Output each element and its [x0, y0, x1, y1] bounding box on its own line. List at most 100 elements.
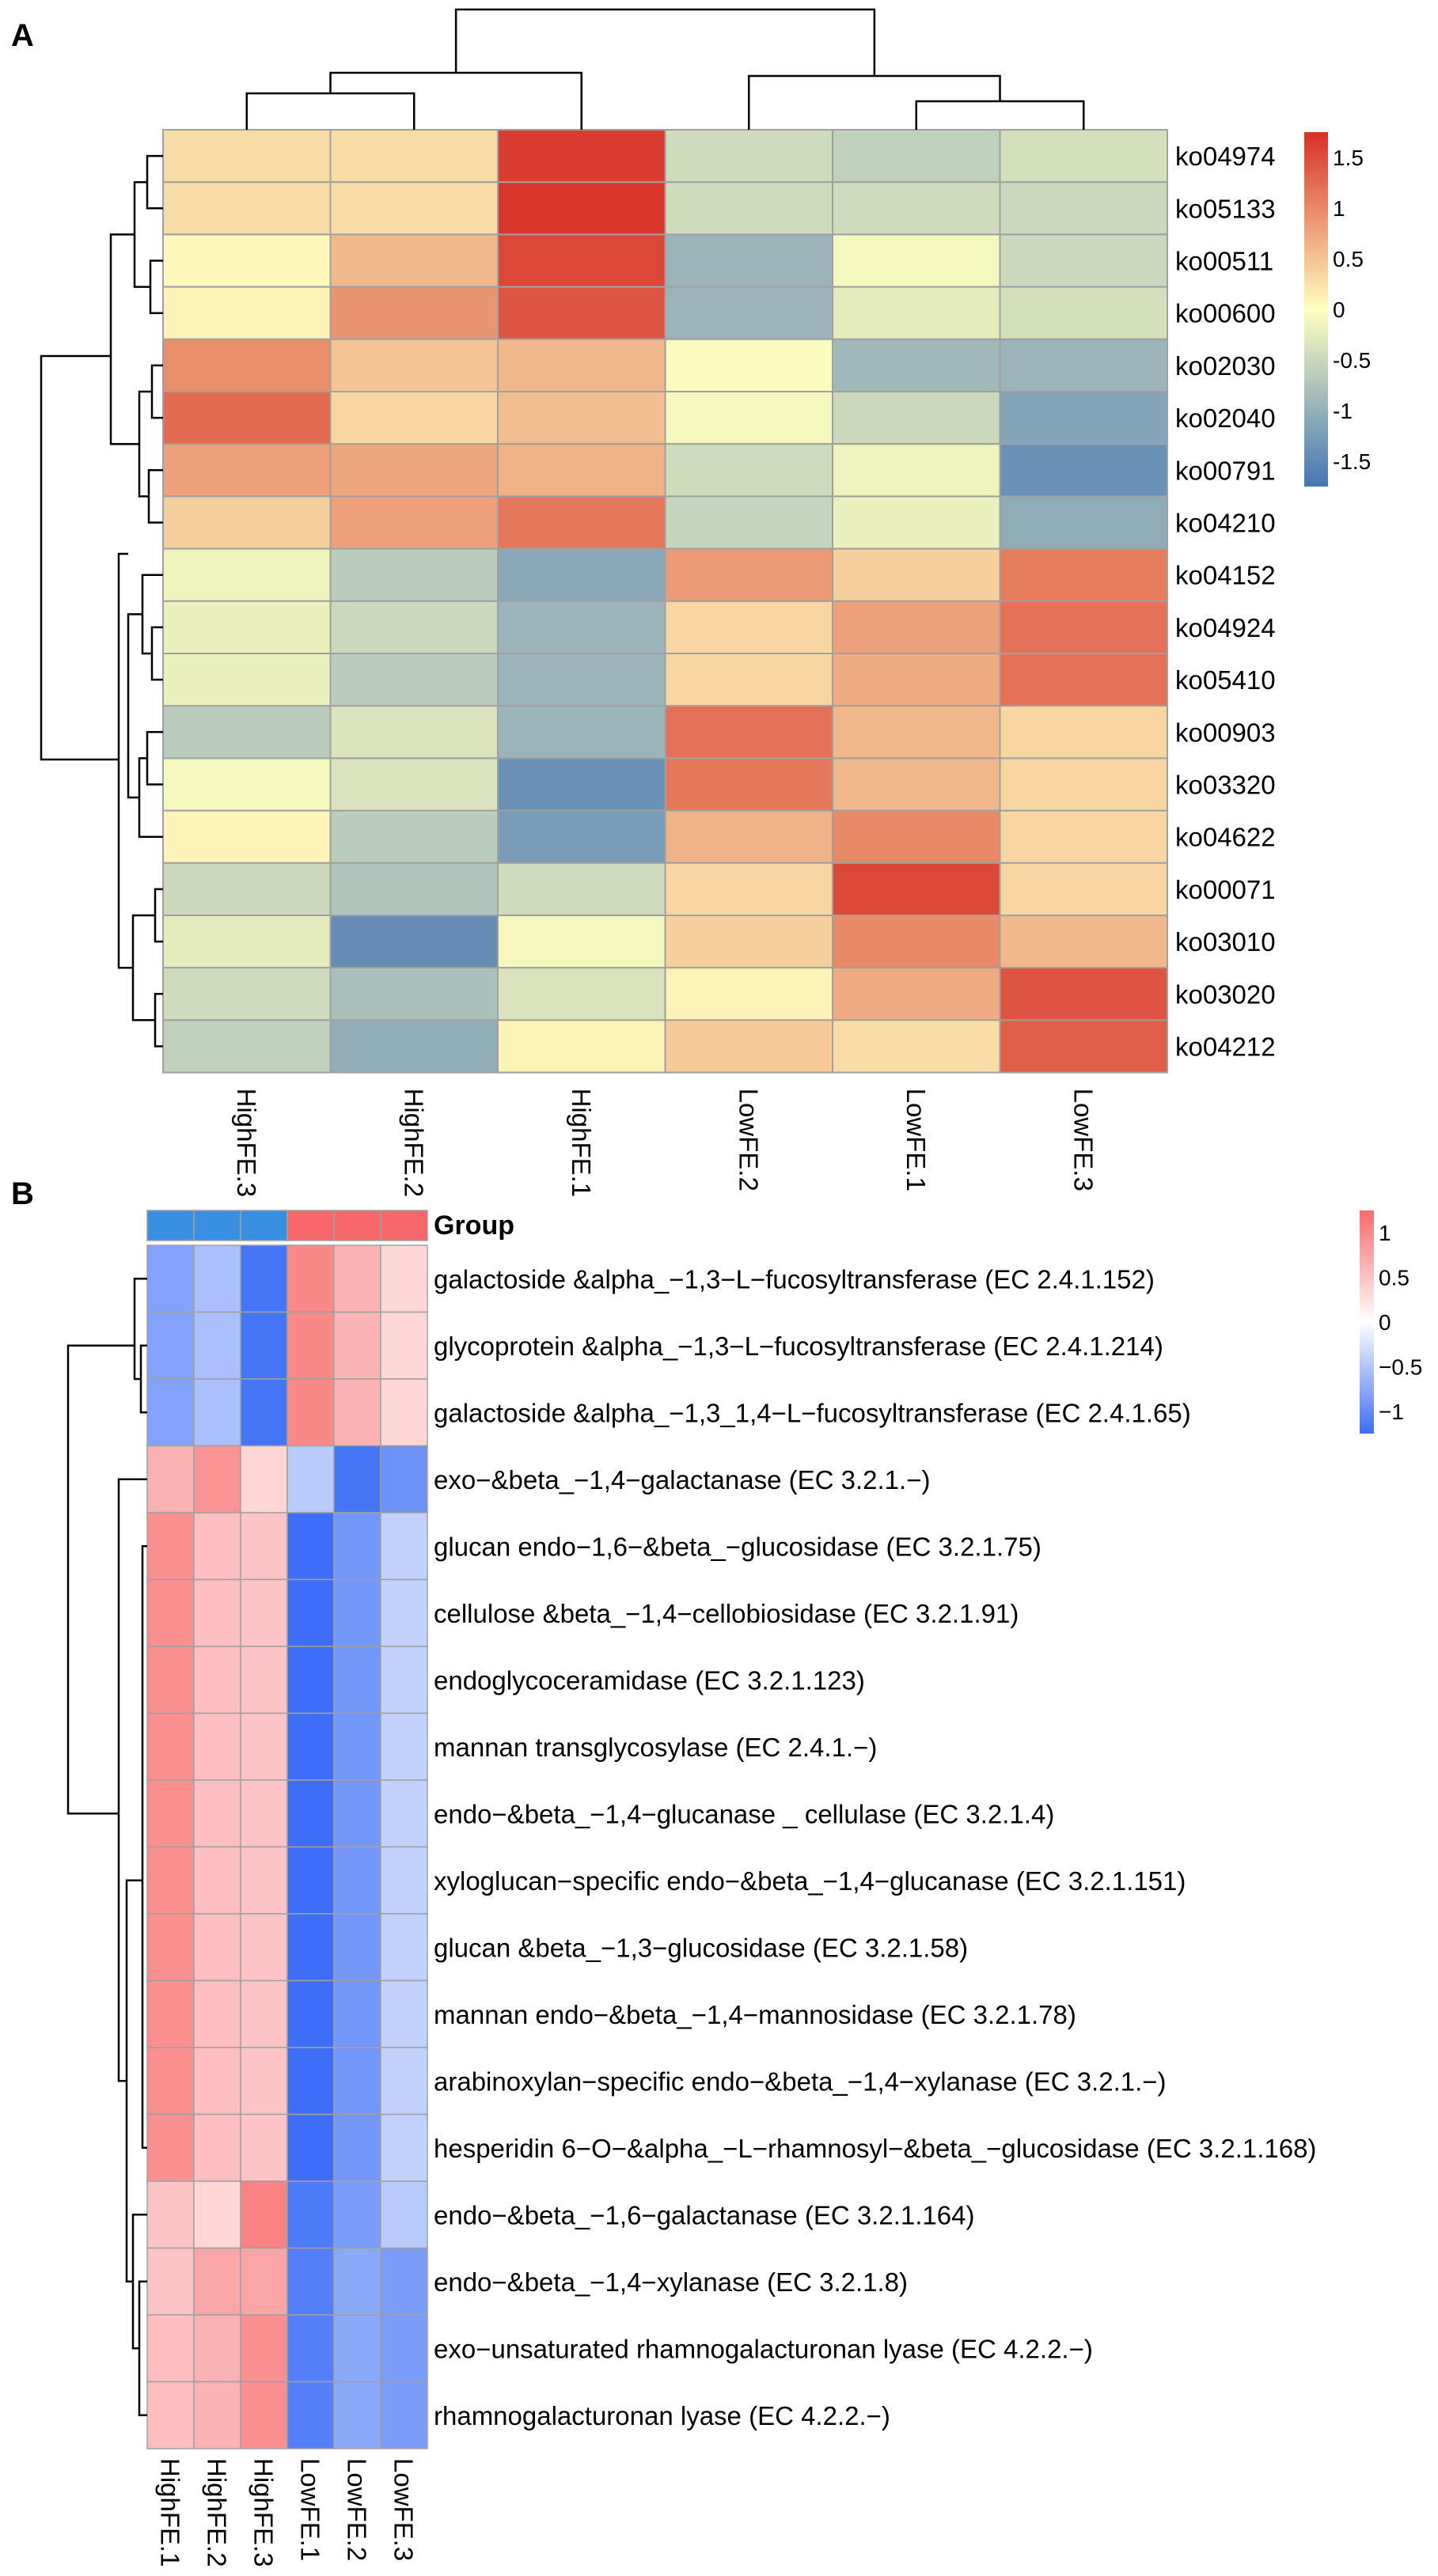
- cell-a-ko04622-HighFE.2: [329, 809, 499, 864]
- cell-a-ko02030-LowFE.1: [832, 338, 1001, 392]
- cell-b-r3-LowFE.2: [333, 1445, 381, 1513]
- cell-a-ko04974-HighFE.1: [497, 129, 666, 184]
- cell-a-ko00600-HighFE.3: [162, 286, 332, 340]
- cell-b-r3-HighFE.1: [146, 1445, 195, 1513]
- cell-b-r3-HighFE.3: [240, 1445, 288, 1513]
- cell-b-r13-LowFE.2: [333, 2113, 381, 2182]
- cell-a-ko00071-LowFE.2: [664, 862, 833, 917]
- row-label-ko00071: ko00071: [1175, 875, 1276, 904]
- enzyme-label: arabinoxylan−specific endo−&beta_−1,4−xy…: [434, 2066, 1167, 2096]
- enzyme-label: exo−unsaturated rhamnogalacturonan lyase…: [434, 2334, 1093, 2363]
- enzyme-label: glucan endo−1,6−&beta_−glucosidase (EC 3…: [434, 1532, 1042, 1561]
- row-dendro-b-branch: [138, 2280, 147, 2416]
- row-label-ko04622: ko04622: [1175, 823, 1276, 852]
- cell-b-r11-HighFE.3: [240, 1979, 288, 2048]
- col-label-LowFE.3: LowFE.3: [1068, 1089, 1098, 1191]
- cell-a-ko00903-HighFE.3: [162, 705, 332, 760]
- legend-b: 1 0.5 0 −0.5 −1: [1360, 1210, 1422, 1434]
- enzyme-label: glucan &beta_−1,3−glucosidase (EC 3.2.1.…: [434, 1933, 968, 1962]
- cell-b-r13-HighFE.1: [146, 2113, 195, 2182]
- cell-a-ko04974-LowFE.1: [832, 129, 1001, 184]
- cell-a-ko04622-LowFE.2: [664, 809, 833, 864]
- col-label-HighFE.1: HighFE.1: [567, 1089, 596, 1198]
- cell-a-ko05410-HighFE.1: [497, 653, 666, 707]
- cell-a-ko04210-HighFE.3: [162, 495, 332, 550]
- cell-b-r1-HighFE.1: [146, 1311, 195, 1380]
- cell-b-r10-LowFE.3: [380, 1913, 428, 1982]
- cell-a-ko03010-HighFE.2: [329, 915, 499, 969]
- row-dendro-a-branch: [146, 154, 163, 210]
- legend-b-tick: −1: [1379, 1400, 1404, 1424]
- cell-b-r8-HighFE.1: [146, 1779, 195, 1848]
- cell-b-r16-LowFE.1: [286, 2314, 335, 2383]
- cell-a-ko00903-LowFE.2: [664, 705, 833, 760]
- cell-b-r2-HighFE.1: [146, 1378, 195, 1447]
- cell-a-ko00071-HighFE.3: [162, 862, 332, 917]
- row-dendro-a-branch: [147, 469, 163, 524]
- cell-b-r6-HighFE.1: [146, 1646, 195, 1714]
- cell-b-r16-HighFE.2: [193, 2314, 241, 2383]
- cell-b-r7-LowFE.3: [380, 1712, 428, 1781]
- cell-a-ko04622-LowFE.3: [999, 809, 1168, 864]
- cell-a-ko04212-HighFE.3: [162, 1019, 332, 1074]
- row-dendro-a-branch: [146, 731, 163, 786]
- row-dendro-a-branch: [131, 914, 155, 1021]
- row-dendro-a-branch: [117, 552, 133, 969]
- panel-b-label: B: [11, 1176, 34, 1211]
- cell-a-ko00791-LowFE.3: [999, 443, 1168, 498]
- heatmap-a: ko04974 ko05133 ko00511 ko00600 ko02030 ko020…: [162, 129, 1276, 1198]
- cell-a-ko04152-HighFE.3: [162, 547, 332, 602]
- cell-a-ko00903-HighFE.1: [497, 705, 666, 760]
- cell-b-r10-LowFE.1: [286, 1913, 335, 1982]
- cell-b-r9-LowFE.1: [286, 1846, 335, 1915]
- cell-b-r0-LowFE.3: [380, 1244, 428, 1313]
- cell-a-ko04924-HighFE.3: [162, 600, 332, 654]
- enzyme-label: endo−&beta_−1,6−galactanase (EC 3.2.1.16…: [434, 2200, 974, 2229]
- cell-b-r17-LowFE.1: [286, 2381, 335, 2449]
- row-dendro-b-branch: [125, 1879, 142, 2282]
- cell-b-r12-LowFE.3: [380, 2047, 428, 2116]
- cell-b-r15-HighFE.2: [193, 2247, 241, 2316]
- legend-b-colorbar: [1360, 1210, 1374, 1434]
- row-label-ko03320: ko03320: [1175, 771, 1276, 800]
- cell-a-ko04924-LowFE.3: [999, 600, 1168, 654]
- cell-a-ko05410-HighFE.3: [162, 653, 332, 707]
- col-dendro-a-branch: [748, 74, 1001, 130]
- cell-a-ko05133-LowFE.3: [999, 181, 1168, 236]
- enzyme-label: galactoside &alpha_−1,3_1,4−L−fucosyltra…: [434, 1398, 1191, 1427]
- cell-a-ko04210-LowFE.1: [832, 495, 1001, 550]
- cell-b-r8-HighFE.2: [193, 1779, 241, 1848]
- cell-b-r17-LowFE.3: [380, 2381, 428, 2449]
- cell-a-ko03320-LowFE.3: [999, 757, 1168, 812]
- cell-b-r1-LowFE.3: [380, 1311, 428, 1380]
- enzyme-label: endoglycoceramidase (EC 3.2.1.123): [434, 1665, 865, 1695]
- cell-b-r7-HighFE.3: [240, 1712, 288, 1781]
- group-cell-LowFE.2: [333, 1210, 381, 1241]
- row-label-ko05133: ko05133: [1175, 194, 1276, 223]
- row-dendro-a-branch: [154, 993, 163, 1047]
- cell-a-ko02030-LowFE.2: [664, 338, 833, 392]
- cell-a-ko00600-LowFE.2: [664, 286, 833, 340]
- group-cell-LowFE.3: [380, 1210, 428, 1241]
- row-dendro-a-branch: [138, 390, 152, 498]
- row-label-ko04974: ko04974: [1175, 142, 1276, 171]
- cell-b-r2-HighFE.3: [240, 1378, 288, 1447]
- legend-a: 1.5 1 0.5 0 -0.5 -1 -1.5: [1304, 132, 1371, 487]
- cell-a-ko03020-HighFE.1: [497, 967, 666, 1021]
- group-cell-HighFE.1: [146, 1210, 195, 1241]
- row-dendro-a-branch: [154, 888, 163, 943]
- legend-a-tick: 0: [1333, 297, 1345, 322]
- cell-b-r13-LowFE.1: [286, 2113, 335, 2182]
- cell-a-ko05133-HighFE.1: [497, 181, 666, 236]
- enzyme-label: glycoprotein &alpha_−1,3−L−fucosyltransf…: [434, 1332, 1163, 1361]
- legend-a-tick: -1.5: [1333, 449, 1371, 474]
- cell-b-r12-HighFE.1: [146, 2047, 195, 2116]
- cell-b-r15-HighFE.3: [240, 2247, 288, 2316]
- cell-b-r14-HighFE.1: [146, 2180, 195, 2249]
- enzyme-label: exo−&beta_−1,4−galactanase (EC 3.2.1.−): [434, 1465, 930, 1494]
- cell-a-ko00600-LowFE.1: [832, 286, 1001, 340]
- enzyme-label: mannan transglycosylase (EC 2.4.1.−): [434, 1733, 877, 1762]
- cell-b-r5-LowFE.3: [380, 1578, 428, 1647]
- cell-b-r2-HighFE.2: [193, 1378, 241, 1447]
- row-dendro-b-branch: [66, 1344, 135, 1815]
